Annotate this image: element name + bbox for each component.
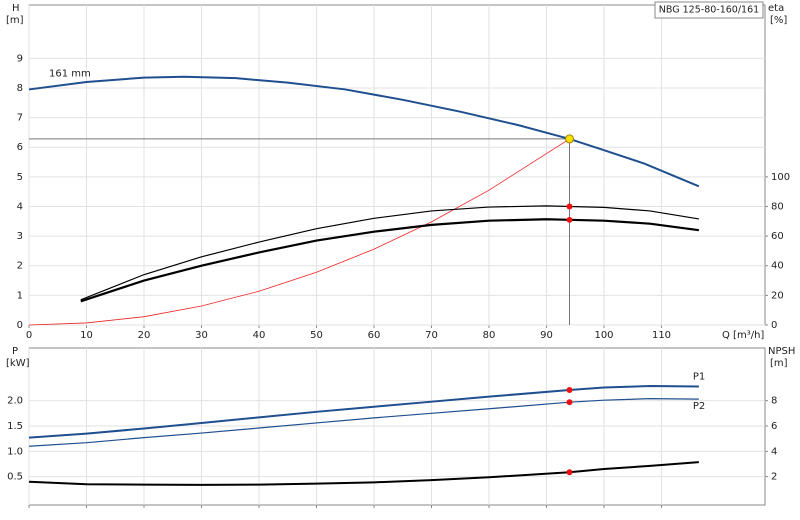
y2-label: NPSH	[768, 346, 795, 357]
y-tick-label: 9	[17, 53, 23, 64]
y-tick-label: 2.0	[7, 396, 23, 407]
x-tick-label: 110	[652, 330, 671, 341]
y-tick-label: 7	[17, 113, 23, 124]
title-box	[654, 1, 764, 19]
x-tick-label: 90	[540, 330, 553, 341]
y-tick-label: 1.5	[7, 421, 23, 432]
y2-tick-label: 80	[771, 201, 784, 212]
point	[566, 399, 573, 406]
curve	[80, 218, 700, 303]
y2-unit: [m]	[770, 358, 788, 369]
y-tick-label: 2	[17, 261, 23, 272]
y2-tick-label: 2	[771, 472, 777, 483]
curve-label: 161 mm	[49, 68, 91, 79]
x-label: Q [m³/h]	[722, 330, 764, 341]
x-tick-label: 0	[26, 330, 32, 341]
y2-tick-label: 100	[771, 172, 790, 183]
y-tick-label: 1.0	[7, 446, 23, 457]
point	[565, 134, 574, 144]
y-tick-label: 3	[17, 231, 23, 242]
x-tick-label: 100	[594, 330, 613, 341]
y2-label: eta	[768, 3, 784, 14]
point	[566, 203, 573, 210]
plot-area	[28, 347, 766, 506]
curve	[28, 138, 570, 326]
curve	[28, 75, 700, 188]
curve	[28, 384, 699, 439]
x-tick-label: 80	[483, 330, 496, 341]
x-tick-label: 40	[253, 330, 266, 341]
x-tick-label: 10	[80, 330, 93, 341]
y-tick-label: 4	[17, 201, 23, 212]
y-tick-label: 0	[17, 320, 23, 331]
y2-tick-label: 0	[771, 320, 777, 331]
point	[566, 387, 573, 394]
curve	[80, 205, 699, 301]
y2-tick-label: 6	[771, 421, 777, 432]
y-tick-label: 5	[17, 172, 23, 183]
x-tick-label: 70	[425, 330, 438, 341]
y-tick-label: 1	[17, 290, 23, 301]
point	[566, 216, 573, 223]
x-tick-label: 20	[138, 330, 151, 341]
y-tick-label: 0.5	[7, 472, 23, 483]
y2-tick-label: 4	[771, 446, 777, 457]
y2-tick-label: 8	[771, 396, 777, 407]
y2-unit: [%]	[770, 15, 787, 26]
curve	[28, 398, 699, 447]
point	[566, 469, 573, 476]
y2-tick-label: 60	[771, 231, 784, 242]
x-tick-label: 30	[195, 330, 208, 341]
y-tick-label: 6	[17, 142, 23, 153]
y-tick-label: 8	[17, 83, 23, 94]
y-unit: [m]	[6, 15, 24, 26]
y2-tick-label: 20	[771, 290, 784, 301]
y-unit: [kW]	[6, 358, 30, 369]
title: NBG 125-80-160/161	[659, 5, 759, 16]
curve	[28, 461, 699, 486]
x-tick-label: 50	[310, 330, 323, 341]
curve-label: P2	[693, 401, 705, 412]
curve-label: P1	[693, 371, 705, 382]
x-tick-label: 60	[368, 330, 381, 341]
y2-tick-label: 40	[771, 261, 784, 272]
y-label: P	[12, 346, 18, 357]
y-label: H	[12, 3, 20, 14]
